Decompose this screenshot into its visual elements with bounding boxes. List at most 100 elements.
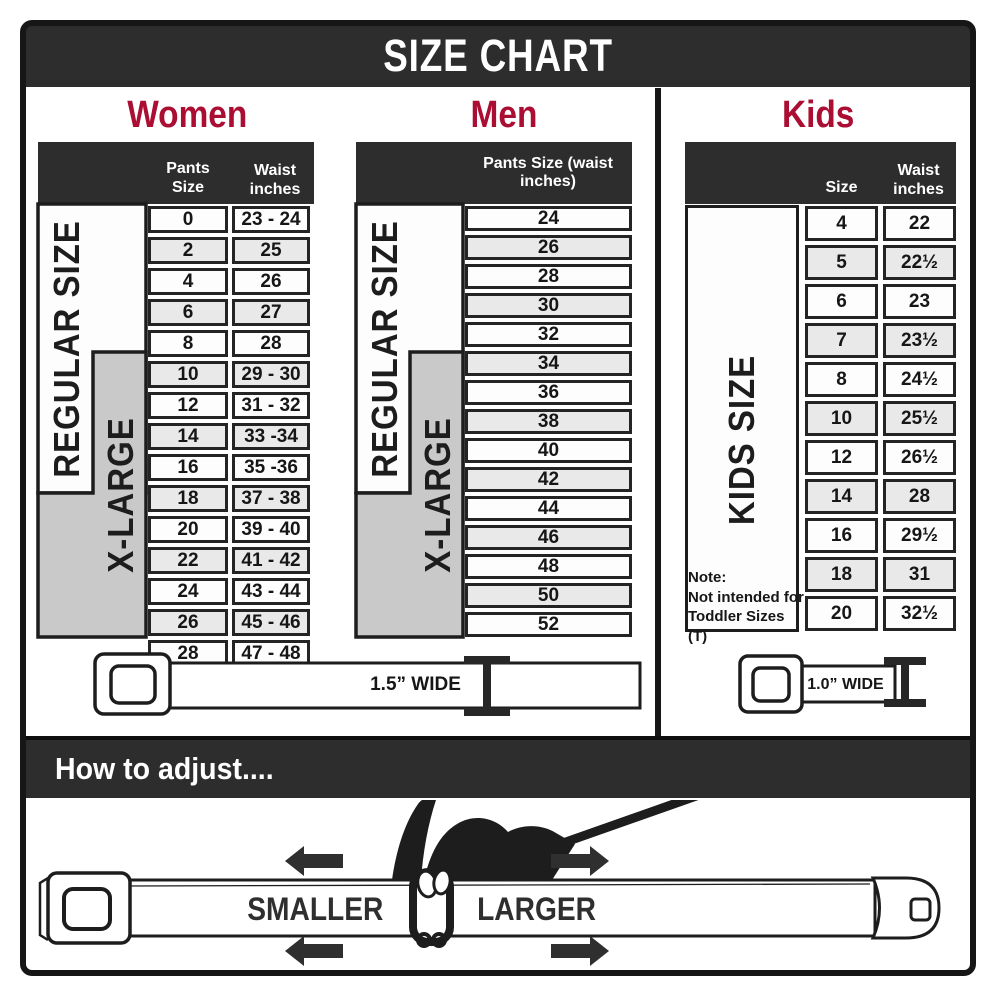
larger-label: LARGER: [462, 891, 612, 928]
men-size-group-boxes: [354, 202, 465, 639]
women-size-cell: 22: [148, 547, 228, 574]
kids-waist-cell: 24½: [883, 362, 956, 397]
women-size-cell: 20: [148, 516, 228, 543]
how-to-adjust-title: How to adjust....: [55, 751, 274, 786]
women-waist-cell: 35 -36: [232, 454, 310, 481]
adult-belt-width-label: 1.5” WIDE: [370, 674, 461, 695]
belt-tip-slot: [909, 897, 932, 922]
kids-size-cell: 10: [805, 401, 878, 436]
women-waist-cell: 31 - 32: [232, 392, 310, 419]
how-to-adjust-bar: How to adjust....: [25, 736, 971, 798]
adjust-buckle-button: [62, 887, 112, 931]
men-size-cell: 42: [465, 467, 632, 492]
kids-size-cell: 6: [805, 284, 878, 319]
kids-size-label: KIDS SIZE: [721, 354, 762, 526]
men-size-cell: 44: [465, 496, 632, 521]
smaller-label: SMALLER: [238, 891, 388, 928]
kids-size-cell: 4: [805, 206, 878, 241]
adjust-illustration: [38, 800, 941, 966]
kids-size-cell: 8: [805, 362, 878, 397]
pinching-hand-icon: [392, 800, 575, 899]
men-regular-size-label: REGULAR SIZE: [364, 220, 405, 478]
kids-waist-cell: 25½: [883, 401, 956, 436]
kids-i-beam-width-marker-icon: [884, 657, 926, 707]
kids-size-cell: 5: [805, 245, 878, 280]
kids-note: Note: Not intended for Toddler Sizes (T): [688, 568, 806, 646]
men-size-table: 24 26 28 30 32 34 36 38 40 42 44 46 48 50 52: [465, 206, 632, 637]
kids-heading-label: Kids: [782, 93, 855, 136]
women-pants-size-header: Pants Size: [166, 160, 210, 196]
men-heading-label: Men: [470, 93, 537, 136]
direction-arrow-icons: [285, 846, 609, 966]
smaller-arrow-bottom: [285, 936, 343, 966]
women-waist-cell: 33 -34: [232, 423, 310, 450]
women-size-cell: 8: [148, 330, 228, 357]
kids-size-cell: 16: [805, 518, 878, 553]
kids-buckle-button: [751, 666, 791, 703]
kids-size-cell: 7: [805, 323, 878, 358]
women-size-cell: 16: [148, 454, 228, 481]
slider-loop-right: [431, 932, 447, 948]
women-waist-cell: 25: [232, 237, 310, 264]
women-size-group-boxes: [36, 202, 148, 639]
section-divider: [655, 88, 661, 736]
women-waist-cell: 39 - 40: [232, 516, 310, 543]
kids-size-cell: 14: [805, 479, 878, 514]
men-section-heading: Men: [350, 93, 657, 137]
men-size-cell: 24: [465, 206, 632, 231]
men-table-header: Pants Size (waist inches): [356, 142, 632, 204]
men-size-cell: 30: [465, 293, 632, 318]
kids-size-cell: 12: [805, 440, 878, 475]
adult-i-beam-width-marker-icon: [464, 656, 510, 716]
women-size-cell: 18: [148, 485, 228, 512]
women-size-table: 0 23 - 24 2 25 4 26 6 27 8 28 10 29 - 30 12 31 - 32 14…: [148, 206, 310, 667]
women-size-cell: 14: [148, 423, 228, 450]
men-size-cell: 48: [465, 554, 632, 579]
kids-waist-header: Waist inches: [893, 162, 944, 198]
kids-size-cell: 20: [805, 596, 878, 631]
larger-text: LARGER: [477, 891, 597, 927]
men-size-cell: 28: [465, 264, 632, 289]
women-waist-cell: 23 - 24: [232, 206, 310, 233]
larger-arrow-bottom: [551, 936, 609, 966]
men-size-cell: 40: [465, 438, 632, 463]
kids-size-table: 4 22 5 22½ 6 23 7 23½ 8 24½ 10 25½ 12 26½ 14 28 16 29½ 18 3…: [805, 206, 956, 631]
slider-loop-left: [416, 932, 432, 948]
men-pants-size-header: Pants Size (waist inches): [483, 154, 613, 190]
kids-size-group-box: [685, 205, 799, 632]
kids-waist-cell: 23½: [883, 323, 956, 358]
smaller-text: SMALLER: [247, 891, 384, 927]
kids-size-cell: 18: [805, 557, 878, 592]
women-waist-cell: 29 - 30: [232, 361, 310, 388]
women-waist-cell: 43 - 44: [232, 578, 310, 605]
women-xlarge-box: [36, 350, 148, 639]
men-size-cell: 38: [465, 409, 632, 434]
kids-waist-cell: 26½: [883, 440, 956, 475]
adjust-belt-strap: [113, 878, 877, 938]
women-section-heading: Women: [25, 93, 350, 137]
adult-belt-strap: [153, 661, 642, 710]
strap-stitch-line: [124, 883, 871, 887]
men-size-cell: 50: [465, 583, 632, 608]
kids-waist-cell: 22: [883, 206, 956, 241]
men-xlarge-box: [354, 350, 465, 639]
men-size-cell: 26: [465, 235, 632, 260]
page-title: SIZE CHART: [383, 30, 613, 81]
women-heading-label: Women: [127, 93, 248, 136]
kids-waist-cell: 22½: [883, 245, 956, 280]
women-regular-size-label: REGULAR SIZE: [46, 220, 87, 478]
women-waist-cell: 26: [232, 268, 310, 295]
women-size-cell: 26: [148, 609, 228, 636]
kids-waist-cell: 23: [883, 284, 956, 319]
smaller-arrow-top: [285, 846, 343, 876]
kids-waist-cell: 31: [883, 557, 956, 592]
women-waist-cell: 27: [232, 299, 310, 326]
men-size-cell: 32: [465, 322, 632, 347]
women-size-cell: 2: [148, 237, 228, 264]
kids-note-text: Not intended for Toddler Sizes (T): [688, 588, 804, 645]
men-size-cell: 34: [465, 351, 632, 376]
kids-waist-cell: 32½: [883, 596, 956, 631]
women-waist-header: Waist inches: [249, 162, 301, 198]
women-waist-cell: 37 - 38: [232, 485, 310, 512]
